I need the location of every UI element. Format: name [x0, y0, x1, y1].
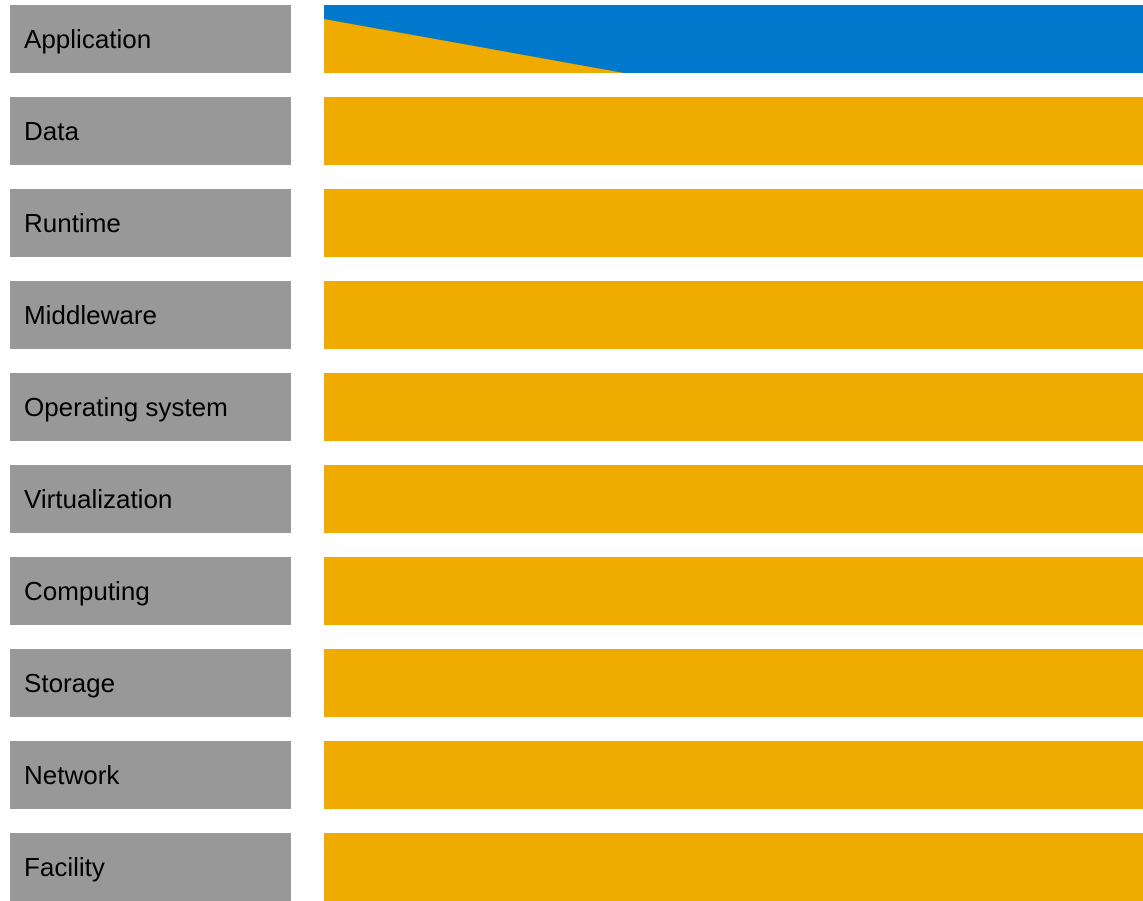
- layer-bar-storage: [324, 649, 1143, 717]
- layer-bar-runtime: [324, 189, 1143, 257]
- layer-label-operating-system: Operating system: [10, 373, 291, 441]
- layer-bar-application: [324, 5, 1143, 73]
- layer-bar-middleware: [324, 281, 1143, 349]
- layer-bar-computing: [324, 557, 1143, 625]
- layer-bar-virtualization: [324, 465, 1143, 533]
- layer-row-runtime: Runtime: [0, 189, 1143, 257]
- layer-bar-network: [324, 741, 1143, 809]
- layer-row-facility: Facility: [0, 833, 1143, 901]
- layer-row-data: Data: [0, 97, 1143, 165]
- layer-row-computing: Computing: [0, 557, 1143, 625]
- layer-label-middleware: Middleware: [10, 281, 291, 349]
- layer-bar-operating-system: [324, 373, 1143, 441]
- application-bar-split-shape: [324, 5, 1143, 73]
- layer-bar-facility: [324, 833, 1143, 901]
- layer-label-facility: Facility: [10, 833, 291, 901]
- layer-label-application: Application: [10, 5, 291, 73]
- layer-bar-data: [324, 97, 1143, 165]
- layer-label-storage: Storage: [10, 649, 291, 717]
- layer-row-storage: Storage: [0, 649, 1143, 717]
- layer-label-runtime: Runtime: [10, 189, 291, 257]
- layer-label-virtualization: Virtualization: [10, 465, 291, 533]
- layer-label-data: Data: [10, 97, 291, 165]
- layer-row-operating-system: Operating system: [0, 373, 1143, 441]
- application-bar-blue-region: [324, 5, 1143, 73]
- layer-label-network: Network: [10, 741, 291, 809]
- layer-row-application: Application: [0, 5, 1143, 73]
- layer-row-network: Network: [0, 741, 1143, 809]
- layer-row-virtualization: Virtualization: [0, 465, 1143, 533]
- layer-label-computing: Computing: [10, 557, 291, 625]
- layer-row-middleware: Middleware: [0, 281, 1143, 349]
